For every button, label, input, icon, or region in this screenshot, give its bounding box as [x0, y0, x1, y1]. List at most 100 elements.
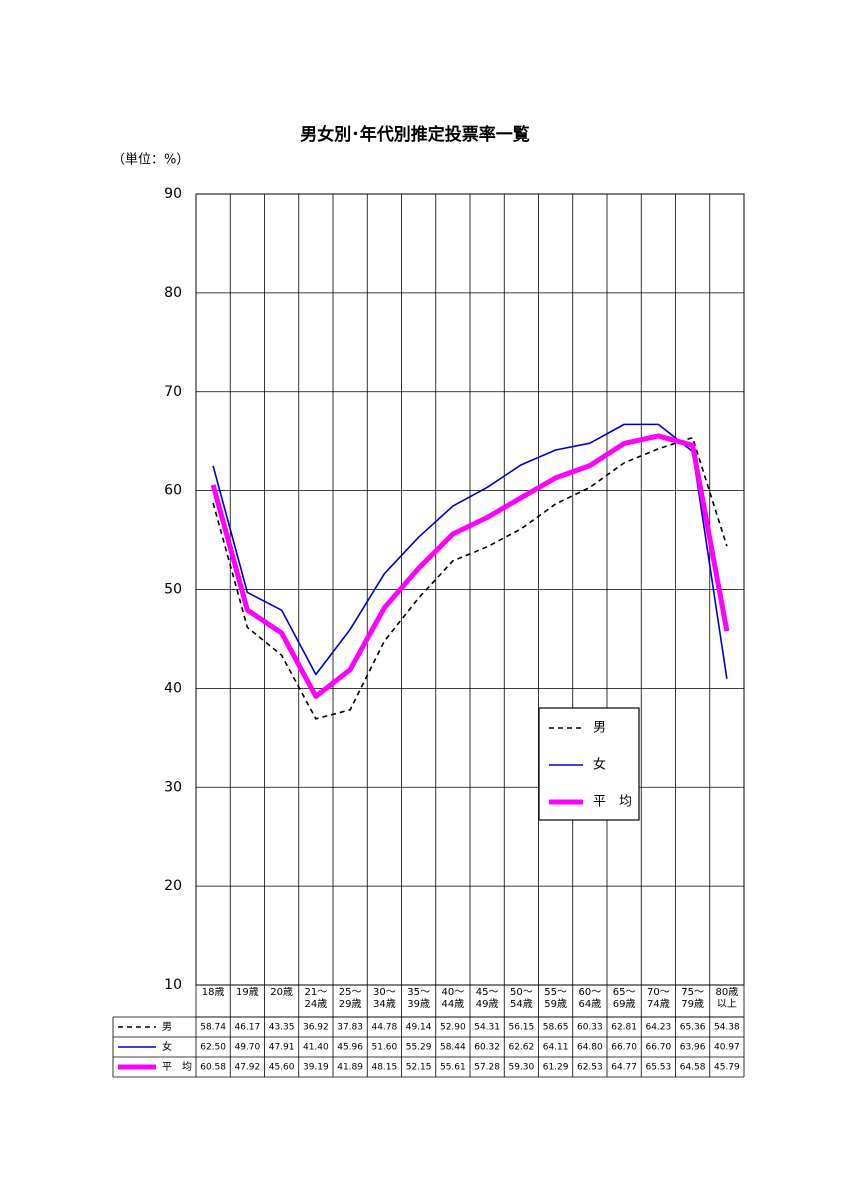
x-tick-label: 18歳 [201, 987, 225, 998]
x-tick-label: 75〜 79歳 [681, 987, 704, 1010]
x-tick-label: 35〜 39歳 [407, 987, 430, 1010]
x-tick-label: 60〜 64歳 [578, 987, 602, 1010]
table-cell: 39.19 [303, 1063, 329, 1073]
table-cell: 58.44 [440, 1043, 466, 1053]
y-tick-label: 10 [164, 977, 182, 993]
table-cell: 43.35 [269, 1023, 295, 1033]
table-cell: 58.65 [543, 1023, 569, 1033]
table-cell: 47.92 [234, 1063, 260, 1073]
table-cell: 54.31 [474, 1023, 500, 1033]
x-tick-label: 21〜 24歳 [304, 987, 328, 1010]
table-cell: 60.32 [474, 1043, 500, 1053]
y-tick-label: 70 [164, 384, 182, 400]
table-cell: 48.15 [371, 1063, 397, 1073]
table-cell: 63.96 [680, 1043, 706, 1053]
table-cell: 54.38 [714, 1023, 740, 1033]
table-cell: 61.29 [543, 1063, 569, 1073]
y-tick-label: 60 [164, 483, 182, 499]
x-tick-label: 80歳 以上 [715, 987, 739, 1010]
x-tick-label: 20歳 [270, 987, 293, 998]
chart-title: 男女別･年代別推定投票率一覧 [300, 124, 530, 145]
y-tick-label: 20 [164, 878, 182, 894]
x-tick-label: 45〜 49歳 [475, 987, 499, 1010]
table-cell: 55.29 [406, 1043, 432, 1053]
table-cell: 47.91 [269, 1043, 295, 1053]
table-cell: 62.81 [611, 1023, 637, 1033]
x-tick-label-box: 70〜 74歳 [647, 987, 670, 1010]
y-tick-label: 50 [164, 582, 182, 598]
table-cell: 57.28 [474, 1063, 500, 1073]
table-cell: 65.53 [645, 1063, 671, 1073]
x-tick-label-box: 55〜 59歳 [544, 987, 567, 1010]
table-cell: 41.89 [337, 1063, 363, 1073]
legend-label: 女 [593, 757, 606, 773]
table-cell: 64.77 [611, 1063, 637, 1073]
x-tick-label-box: 25〜 29歳 [338, 987, 362, 1010]
table-cell: 62.53 [577, 1063, 603, 1073]
x-tick-label-box: 19歳 [236, 987, 259, 998]
table-cell: 60.58 [200, 1063, 226, 1073]
table-cell: 62.62 [508, 1043, 534, 1053]
x-tick-label-box: 45〜 49歳 [475, 987, 499, 1010]
plot-frame [195, 193, 745, 986]
y-tick-label: 40 [164, 680, 182, 696]
x-tick-label-box: 35〜 39歳 [407, 987, 430, 1010]
y-tick-label: 80 [164, 285, 182, 301]
x-tick-label-box: 75〜 79歳 [681, 987, 704, 1010]
table-cell: 64.58 [680, 1063, 706, 1073]
y-tick-label: 90 [164, 186, 182, 202]
x-tick-label: 19歳 [236, 987, 259, 998]
line-series [212, 436, 728, 720]
table-cell: 40.97 [714, 1043, 740, 1053]
table-cell: 52.90 [440, 1023, 466, 1033]
legend-label: 平 均 [593, 795, 632, 810]
table-cell: 64.23 [645, 1023, 671, 1033]
x-tick-label: 30〜 34歳 [373, 987, 396, 1010]
table-cell: 52.15 [406, 1063, 432, 1073]
x-tick-label-box: 50〜 54歳 [510, 987, 533, 1010]
line-series [212, 423, 728, 679]
table-cell: 66.70 [611, 1043, 637, 1053]
x-tick-label-box: 80歳 以上 [715, 987, 739, 1010]
table-cell: 65.36 [680, 1023, 706, 1033]
table-cell: 46.17 [234, 1023, 260, 1033]
y-tick-label: 30 [164, 779, 182, 795]
x-tick-label: 50〜 54歳 [510, 987, 533, 1010]
x-tick-label: 25〜 29歳 [338, 987, 362, 1010]
table-cell: 49.14 [406, 1023, 432, 1033]
x-tick-label-box: 60〜 64歳 [578, 987, 602, 1010]
table-cell: 64.80 [577, 1043, 603, 1053]
table-cell: 45.96 [337, 1043, 363, 1053]
table-cell: 44.78 [371, 1023, 397, 1033]
table-cell: 41.40 [303, 1043, 329, 1053]
legend-label: 男 [593, 721, 606, 736]
table-cell: 49.70 [234, 1043, 260, 1053]
x-tick-label-box: 65〜 69歳 [612, 987, 636, 1010]
legend-frame [538, 707, 640, 821]
unit-label: （単位：%） [112, 152, 189, 168]
table-cell: 36.92 [303, 1023, 329, 1033]
table-cell: 60.33 [577, 1023, 603, 1033]
table-cell: 37.83 [337, 1023, 363, 1033]
line-series [210, 433, 730, 699]
x-tick-label-box: 18歳 [201, 987, 225, 998]
table-cell: 62.50 [200, 1043, 226, 1053]
x-tick-label: 55〜 59歳 [544, 987, 567, 1010]
table-cell: 45.79 [714, 1063, 740, 1073]
table-cell: 45.60 [269, 1063, 295, 1073]
table-row-label: 女 [162, 1040, 172, 1053]
table-row-label: 男 [162, 1021, 172, 1033]
x-tick-label: 65〜 69歳 [612, 987, 636, 1010]
x-tick-label-box: 40〜 44歳 [441, 987, 465, 1010]
table-cell: 64.11 [543, 1043, 569, 1053]
table-cell: 51.60 [371, 1043, 397, 1053]
x-tick-label: 40〜 44歳 [441, 987, 465, 1010]
table-cell: 58.74 [200, 1023, 226, 1033]
x-tick-label-box: 20歳 [270, 987, 293, 998]
x-tick-label-box: 21〜 24歳 [304, 987, 328, 1010]
table-row-label: 平 均 [162, 1061, 192, 1073]
legend: 男女平 均 [538, 707, 640, 821]
x-tick-label-box: 30〜 34歳 [373, 987, 396, 1010]
table-cell: 66.70 [645, 1043, 671, 1053]
